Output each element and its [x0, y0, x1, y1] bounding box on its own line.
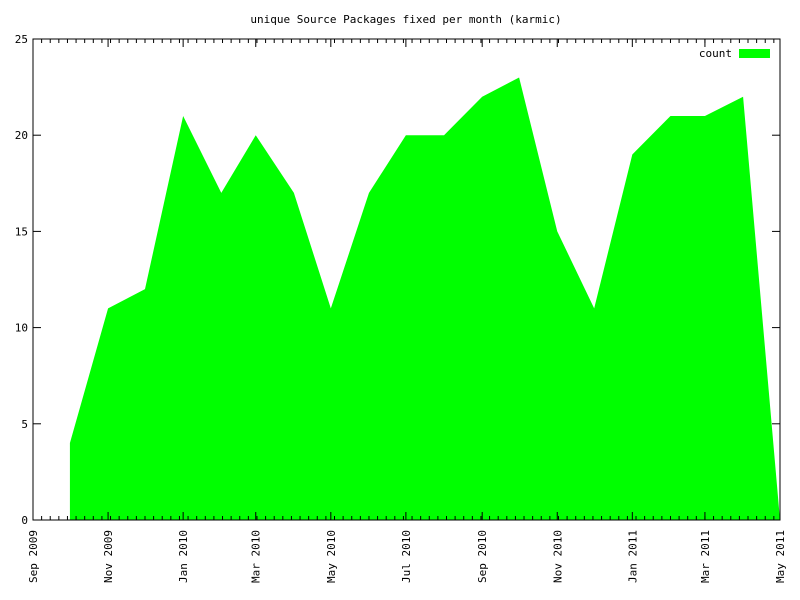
x-tick-label: Nov 2010 — [551, 530, 564, 583]
axes: 0 5 10 15 20 25 Sep 2009 Nov 2009 Jan 2010 Mar 20… — [15, 33, 787, 583]
y-tick-label: 10 — [15, 322, 28, 335]
y-tick-label: 5 — [21, 418, 28, 431]
x-tick-label: Jan 2011 — [626, 530, 639, 583]
x-tick-label: Sep 2009 — [27, 530, 40, 583]
x-tick-label: Jul 2010 — [400, 530, 413, 583]
x-tick-label: May 2010 — [325, 530, 338, 583]
series-area-layer — [69, 77, 781, 521]
chart-title: unique Source Packages fixed per month (… — [250, 13, 561, 26]
x-tick-label: Nov 2009 — [102, 530, 115, 583]
x-tick-label: Sep 2010 — [476, 530, 489, 583]
legend-swatch — [739, 49, 770, 58]
y-tick-label: 25 — [15, 33, 28, 46]
x-tick-label: May 2011 — [774, 530, 787, 583]
y-tick-label: 0 — [21, 514, 28, 527]
legend: count — [699, 47, 770, 60]
x-tick-label: Mar 2011 — [699, 530, 712, 583]
x-tick-label: Mar 2010 — [250, 530, 263, 583]
legend-label: count — [699, 47, 732, 60]
area-series-count — [69, 77, 781, 520]
x-tick-label: Jan 2010 — [177, 530, 190, 583]
plot-frame — [32, 38, 781, 521]
y-tick-label: 20 — [15, 129, 28, 142]
y-tick-label: 15 — [15, 225, 28, 238]
